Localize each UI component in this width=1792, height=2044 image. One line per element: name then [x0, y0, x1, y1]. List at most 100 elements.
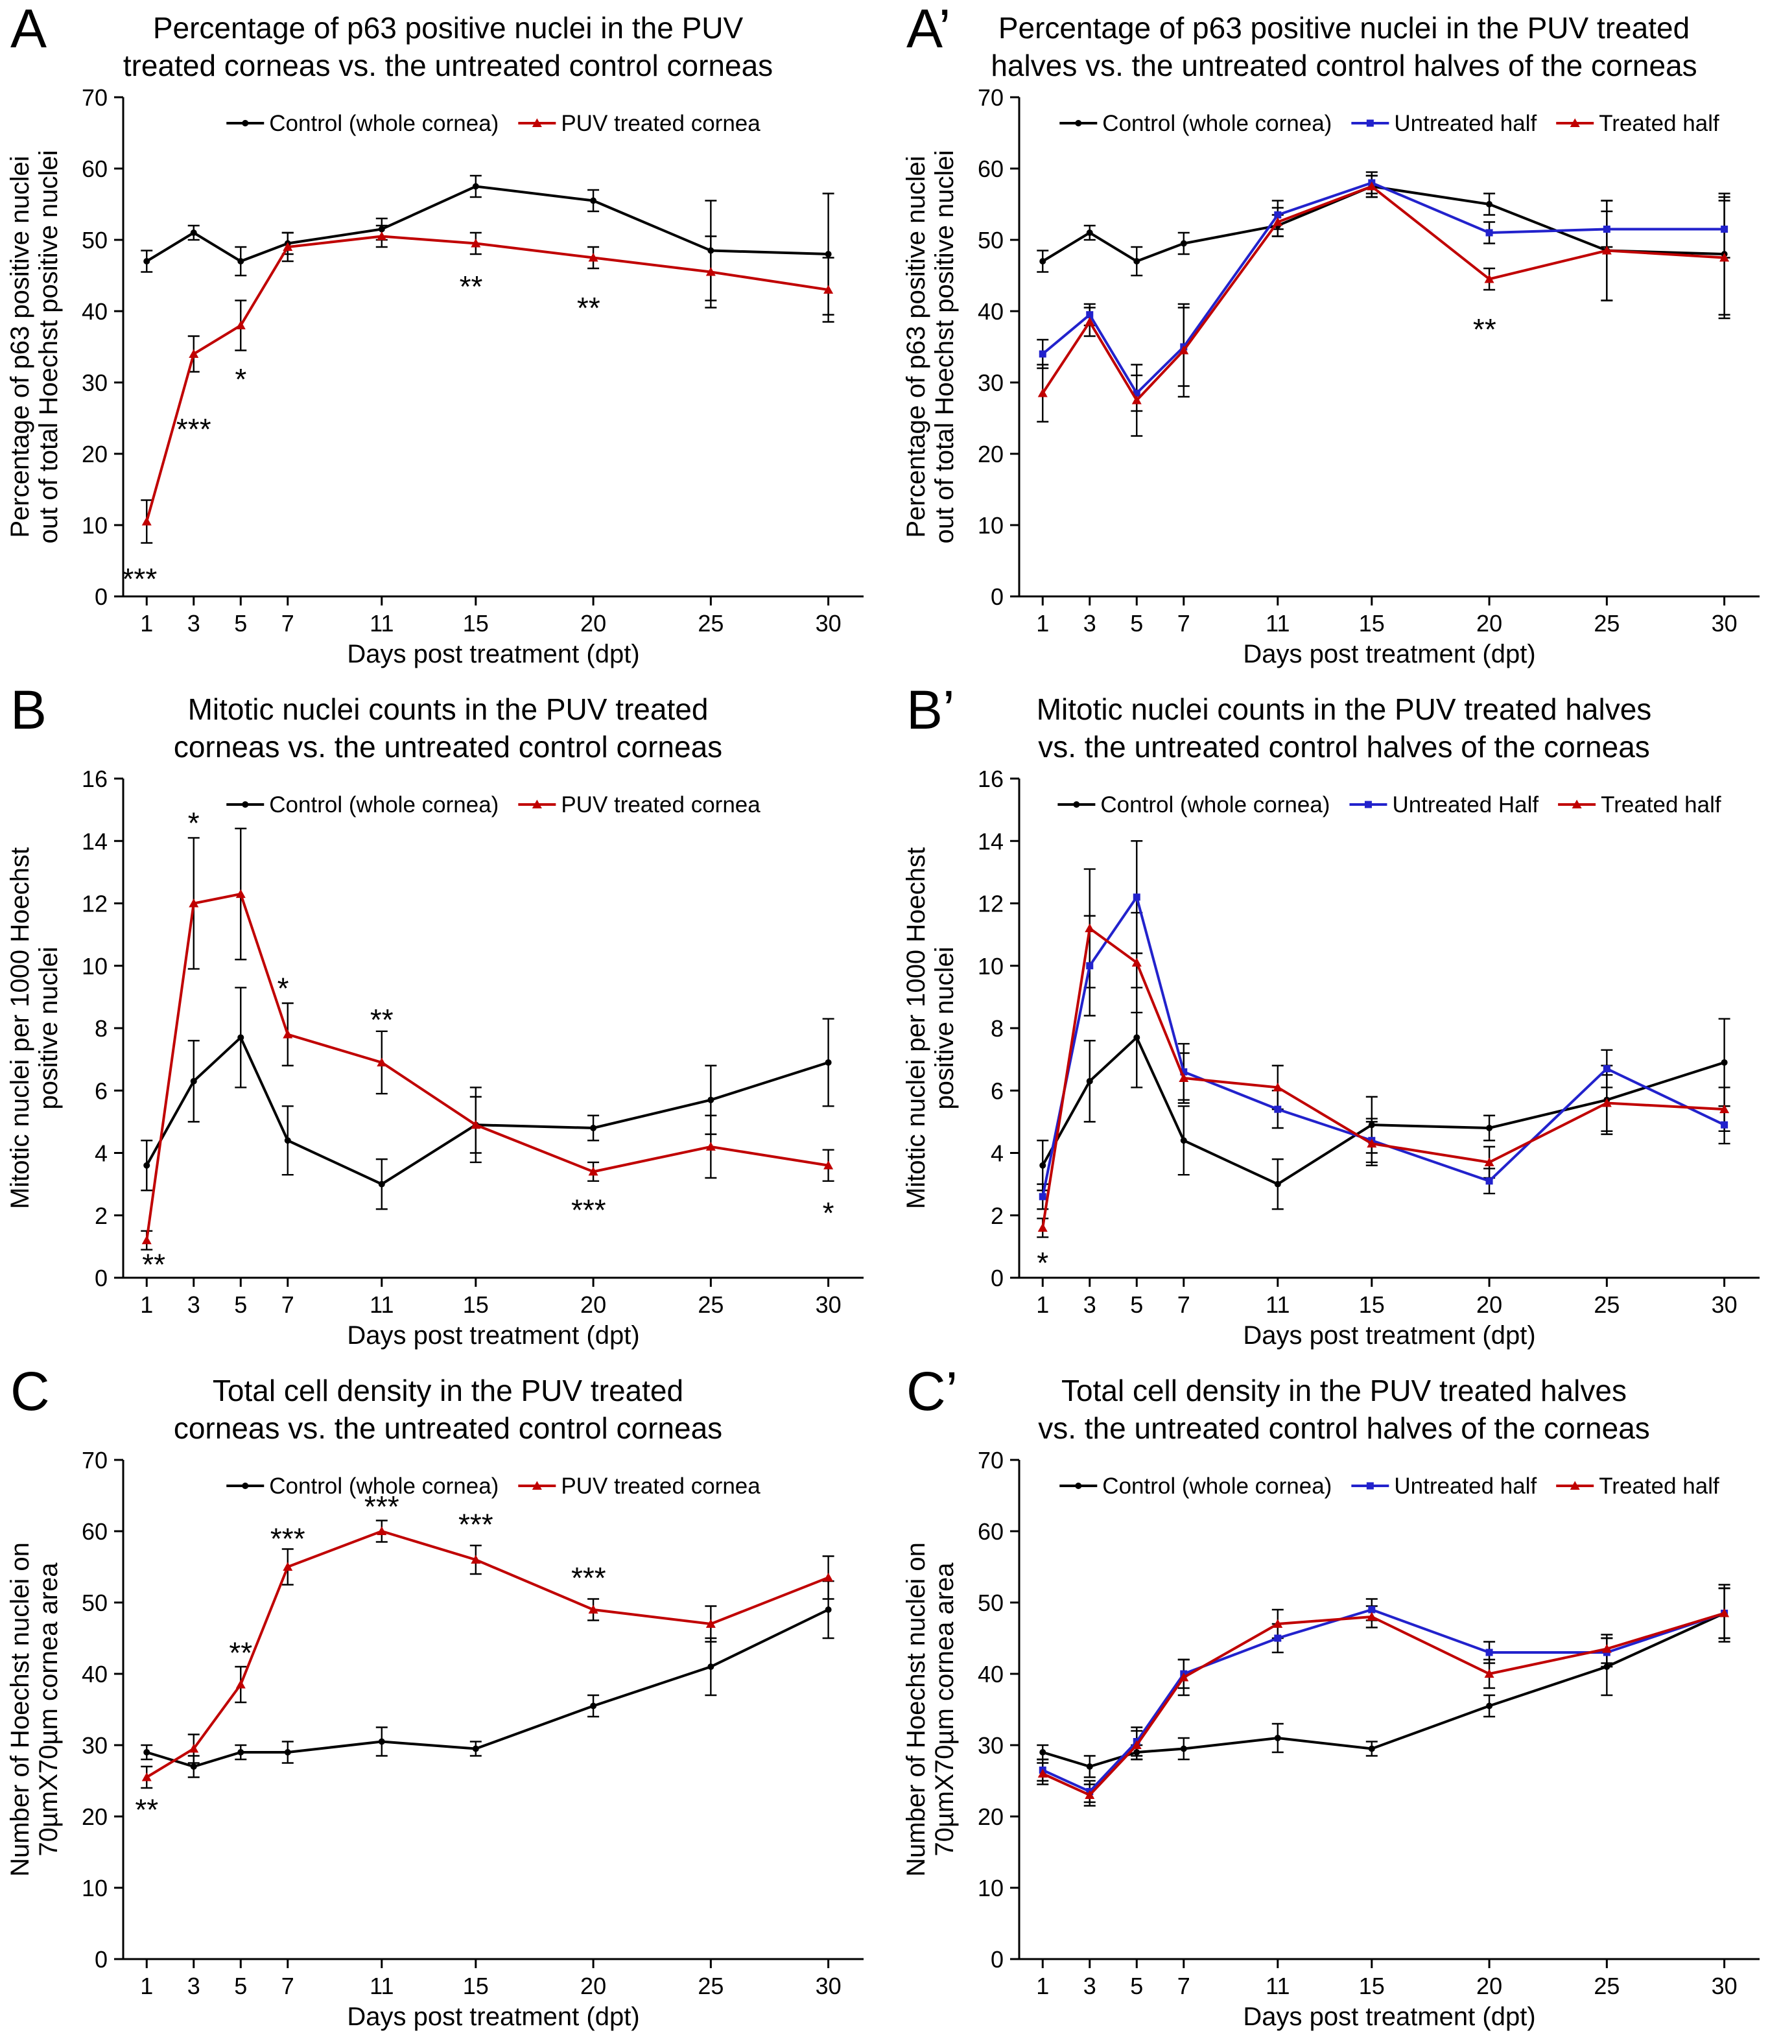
x-tick-label: 20	[580, 1291, 606, 1318]
error-bars	[1037, 840, 1730, 1238]
significance-stars: ***	[571, 1561, 606, 1595]
y-tick-label: 10	[978, 953, 1004, 980]
significance-stars: *	[235, 362, 246, 396]
x-tick-label: 15	[463, 1973, 489, 1999]
legend-item: PUV treated cornea	[518, 1474, 760, 1499]
panel-C: C Total cell density in the PUV treated …	[0, 1363, 896, 2044]
marker-triangle	[235, 889, 246, 898]
marker-square	[1721, 225, 1728, 233]
chart-svg: 0 10 20 30 40 50 60 70 1 3 5 7 11 15 20 25 30 Days post t…	[902, 1447, 1760, 2031]
marker-circle	[242, 1482, 249, 1489]
marker-triangle	[1131, 1740, 1142, 1749]
y-tick-label: 70	[978, 88, 1004, 111]
legend-label: Control (whole cornea)	[269, 111, 499, 136]
x-tick-label: 1	[140, 610, 153, 637]
significance-stars: ***	[458, 1507, 493, 1541]
y-tick-label: 8	[991, 1015, 1004, 1042]
x-tick-label: 20	[580, 1973, 606, 1999]
x-tick-label: 11	[1266, 1291, 1290, 1318]
marker-triangle	[1085, 316, 1095, 326]
series-control-whole-cornea-	[1039, 1034, 1728, 1188]
series-control-whole-cornea-	[143, 183, 832, 264]
series-line	[1041, 893, 1725, 1197]
marker-circle	[707, 247, 714, 254]
x-tick-label: 30	[1712, 1291, 1738, 1318]
chart-C: 0 10 20 30 40 50 60 70 1 3 5 7 11 15 20 25 30 Days post t…	[0, 1447, 896, 2037]
series-treated-half	[1037, 181, 1730, 405]
panel-label-B-prime: B’	[906, 681, 955, 740]
marker-triangle	[189, 1743, 199, 1753]
chart-B: 0 2 4 6 8 10 12 14 16 1 3 5 7 11 15 20 25 30 Days post tre…	[0, 766, 896, 1356]
y-tick-label: 4	[991, 1140, 1004, 1166]
series-line	[145, 1035, 829, 1186]
series-line	[145, 892, 829, 1241]
marker-triangle	[1484, 1669, 1494, 1678]
y-tick-label: 16	[82, 769, 108, 792]
x-tick-label: 20	[1476, 610, 1502, 637]
marker-triangle	[1572, 799, 1582, 808]
marker-circle	[190, 1077, 197, 1085]
legend-item: Treated half	[1556, 1474, 1719, 1499]
legend: Control (whole cornea) Untreated Half Trea…	[1057, 792, 1721, 817]
marker-triangle	[532, 799, 542, 808]
error-bars	[141, 827, 834, 1251]
legend-label: Control (whole cornea)	[269, 1474, 499, 1499]
panel-B: B Mitotic nuclei counts in the PUV treat…	[0, 681, 896, 1363]
marker-circle	[1039, 257, 1046, 264]
x-tick-label: 30	[816, 610, 842, 637]
marker-circle	[590, 1124, 597, 1131]
x-tick-label: 25	[1594, 1291, 1620, 1318]
legend-item: Treated half	[1558, 792, 1721, 817]
marker-triangle	[377, 231, 387, 241]
y-tick-label: 0	[95, 583, 108, 610]
x-tick-label: 1	[140, 1291, 153, 1318]
significance-stars: *	[188, 806, 200, 840]
marker-circle	[242, 119, 249, 126]
marker-square	[1364, 801, 1372, 808]
error-bars	[1037, 1584, 1730, 1807]
marker-triangle	[1037, 388, 1048, 397]
legend-item: Treated half	[1556, 111, 1719, 136]
y-tick-label: 0	[95, 1265, 108, 1291]
legend-item: Control (whole cornea)	[226, 792, 499, 817]
series-puv-treated-cornea	[141, 889, 834, 1245]
panel-B-prime: B’ Mitotic nuclei counts in the PUV trea…	[896, 681, 1792, 1363]
marker-triangle	[377, 1057, 387, 1066]
marker-square	[1039, 350, 1046, 358]
marker-circle	[1133, 1034, 1140, 1041]
significance-stars: **	[229, 1636, 252, 1669]
marker-circle	[1486, 1124, 1493, 1131]
marker-triangle	[1601, 1098, 1612, 1107]
panel-label-A-prime: A’	[906, 0, 951, 59]
marker-triangle	[1719, 1608, 1730, 1617]
x-tick-label: 15	[1359, 1291, 1385, 1318]
chart-B-prime: 0 2 4 6 8 10 12 14 16 1 3 5 7 11 15 20 25 30 Days post tre…	[896, 766, 1792, 1356]
panel-title-C: Total cell density in the PUV treated co…	[173, 1374, 723, 1446]
y-tick-label: 16	[978, 769, 1004, 792]
marker-circle	[143, 257, 150, 264]
y-axis-label: Percentage of p63 positive nucleiout of …	[6, 150, 63, 543]
marker-triangle	[705, 1142, 716, 1151]
marker-circle	[237, 257, 244, 264]
marker-circle	[707, 1096, 714, 1103]
legend-item: PUV treated cornea	[518, 111, 760, 136]
legend-item: Untreated Half	[1349, 792, 1539, 817]
x-tick-label: 25	[1594, 610, 1620, 637]
y-tick-label: 12	[82, 890, 108, 917]
axes	[114, 777, 864, 1287]
x-axis-label: Days post treatment (dpt)	[347, 1321, 639, 1350]
y-axis-label: Percentage of p63 positive nucleiout of …	[902, 150, 959, 543]
legend-label: Control (whole cornea)	[1100, 792, 1330, 817]
marker-circle	[1721, 1059, 1728, 1066]
marker-square	[1039, 1193, 1046, 1201]
x-tick-label: 25	[698, 1973, 724, 1999]
chart-A-prime: 0 10 20 30 40 50 60 70 1 3 5 7 11 15 20 25 30 Days post t…	[896, 84, 1792, 674]
significance-stars: ***	[176, 412, 211, 446]
marker-triangle	[1601, 245, 1612, 255]
marker-circle	[143, 1162, 150, 1169]
marker-square	[1485, 1177, 1493, 1185]
marker-square	[1368, 1606, 1376, 1614]
x-tick-label: 5	[234, 1291, 247, 1318]
marker-circle	[1075, 1482, 1082, 1489]
